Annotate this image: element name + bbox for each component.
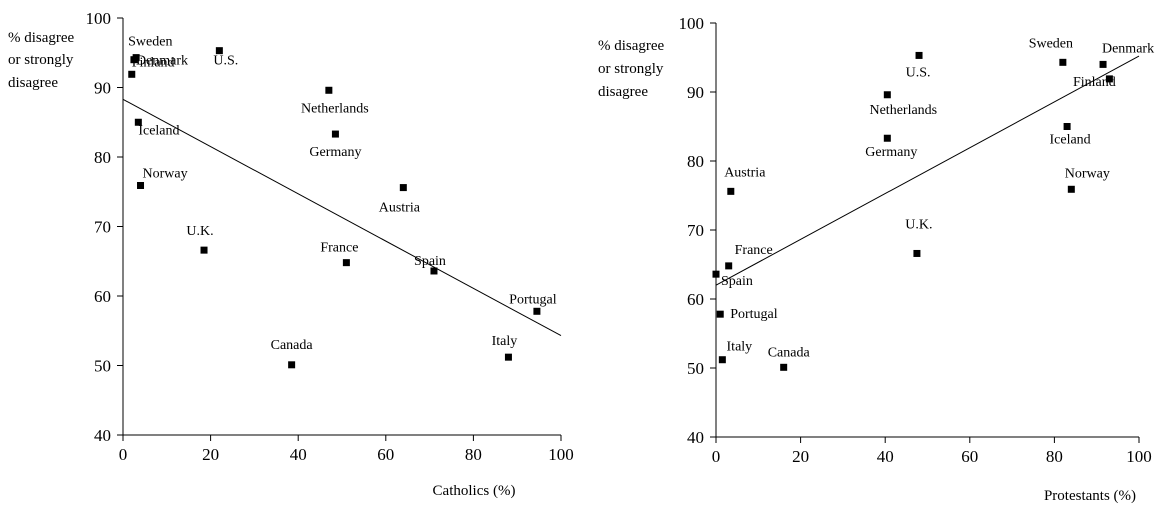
y-axis-title-line: or strongly — [8, 52, 74, 68]
y-tick-label: 60 — [94, 287, 111, 306]
point-label-spain: Spain — [721, 274, 753, 289]
point-label-france: France — [735, 243, 773, 258]
y-tick-label: 100 — [679, 14, 705, 33]
point-label-finland: Finland — [132, 55, 175, 70]
data-point-italy — [718, 356, 726, 364]
y-tick-label: 70 — [687, 221, 704, 240]
data-point-norway — [137, 181, 145, 189]
data-point-finland — [1105, 75, 1113, 83]
point-label-france: France — [320, 241, 358, 256]
point-label-italy: Italy — [492, 334, 518, 349]
point-label-denmark: Denmark — [1102, 41, 1154, 56]
point-label-germany: Germany — [309, 145, 361, 160]
y-tick-label: 40 — [687, 428, 704, 447]
trend-line — [715, 55, 1140, 286]
point-label-u-k: U.K. — [905, 217, 932, 232]
y-tick-label: 40 — [94, 426, 111, 445]
data-point-denmark — [1099, 60, 1107, 68]
data-point-finland — [128, 70, 136, 78]
point-label-germany: Germany — [865, 145, 917, 160]
x-tick-label: 100 — [1126, 447, 1152, 466]
data-point-germany — [331, 130, 339, 138]
point-label-u-s: U.S. — [906, 65, 931, 80]
data-point-iceland — [1063, 123, 1071, 130]
data-point-austria — [399, 184, 407, 192]
y-tick-label: 90 — [687, 83, 704, 102]
data-point-u-s — [915, 51, 923, 59]
point-label-norway: Norway — [1065, 166, 1110, 181]
point-label-u-s: U.S. — [213, 54, 238, 69]
x-tick-label: 40 — [877, 447, 894, 466]
point-label-spain: Spain — [414, 254, 446, 269]
x-tick-label: 60 — [961, 447, 978, 466]
scatter-chart-catholics: 40 50 60 70 80 90 100 0 20 40 60 80 100 % disagree or … — [8, 9, 574, 499]
point-label-iceland: Iceland — [138, 123, 179, 138]
data-point-netherlands — [325, 86, 333, 94]
data-point-sweden — [1059, 58, 1067, 66]
point-label-netherlands: Netherlands — [869, 103, 937, 118]
y-tick-label: 80 — [94, 148, 111, 167]
point-label-italy: Italy — [727, 340, 753, 355]
x-tick-label: 0 — [119, 445, 128, 464]
scatter-chart-protestants: 40 50 60 70 80 90 100 0 20 40 60 80 100 % disagree or … — [598, 14, 1154, 504]
y-tick-label: 50 — [687, 359, 704, 378]
data-point-austria — [727, 187, 735, 195]
point-label-canada: Canada — [768, 345, 811, 360]
point-label-canada: Canada — [271, 338, 314, 353]
y-tick-label: 50 — [94, 357, 111, 376]
point-label-austria: Austria — [724, 165, 766, 180]
x-tick-label: 40 — [290, 445, 307, 464]
trend-line — [122, 98, 562, 337]
data-point-germany — [883, 134, 891, 142]
y-tick-label: 90 — [94, 79, 111, 98]
x-tick-label: 60 — [377, 445, 394, 464]
data-point-spain — [430, 267, 438, 275]
y-tick-label: 70 — [94, 218, 111, 237]
y-axis-title-line: % disagree — [8, 30, 75, 46]
x-tick-label: 20 — [792, 447, 809, 466]
y-tick-label: 60 — [687, 290, 704, 309]
data-point-iceland — [134, 118, 142, 126]
point-label-sweden: Sweden — [128, 35, 172, 50]
data-point-france — [725, 262, 733, 270]
data-point-u-k — [200, 246, 208, 254]
data-point-canada — [288, 361, 296, 369]
data-point-france — [342, 259, 350, 267]
x-tick-label: 100 — [548, 445, 574, 464]
data-point-italy — [504, 353, 512, 361]
data-point-portugal — [533, 307, 541, 315]
point-label-portugal: Portugal — [730, 307, 778, 322]
x-axis-title: Catholics (%) — [433, 483, 516, 499]
point-label-portugal: Portugal — [509, 292, 557, 307]
point-label-netherlands: Netherlands — [301, 101, 369, 116]
data-point-u-s — [215, 47, 223, 55]
data-point-portugal — [716, 310, 724, 318]
point-label-u-k: U.K. — [186, 224, 213, 239]
data-point-denmark — [130, 56, 138, 64]
data-point-u-k — [913, 249, 921, 257]
point-label-iceland: Iceland — [1049, 133, 1090, 148]
point-label-austria: Austria — [379, 201, 421, 216]
point-label-denmark: Denmark — [136, 54, 188, 69]
y-axis-title-line: or strongly — [598, 61, 664, 77]
y-tick-label: 100 — [86, 9, 112, 28]
point-label-norway: Norway — [143, 166, 188, 181]
y-axis-title-line: disagree — [8, 75, 58, 91]
x-tick-label: 80 — [1046, 447, 1063, 466]
y-axis-title-line: disagree — [598, 84, 648, 100]
point-label-finland: Finland — [1073, 75, 1116, 90]
data-point-canada — [780, 363, 788, 371]
x-tick-label: 80 — [465, 445, 482, 464]
x-tick-label: 20 — [202, 445, 219, 464]
y-axis-title-line: % disagree — [598, 38, 665, 54]
point-label-sweden: Sweden — [1029, 36, 1073, 51]
x-tick-label: 0 — [712, 447, 721, 466]
data-point-spain — [712, 270, 720, 278]
x-axis-title: Protestants (%) — [1044, 488, 1136, 504]
data-point-netherlands — [883, 91, 891, 99]
data-point-norway — [1067, 185, 1075, 193]
y-tick-label: 80 — [687, 152, 704, 171]
